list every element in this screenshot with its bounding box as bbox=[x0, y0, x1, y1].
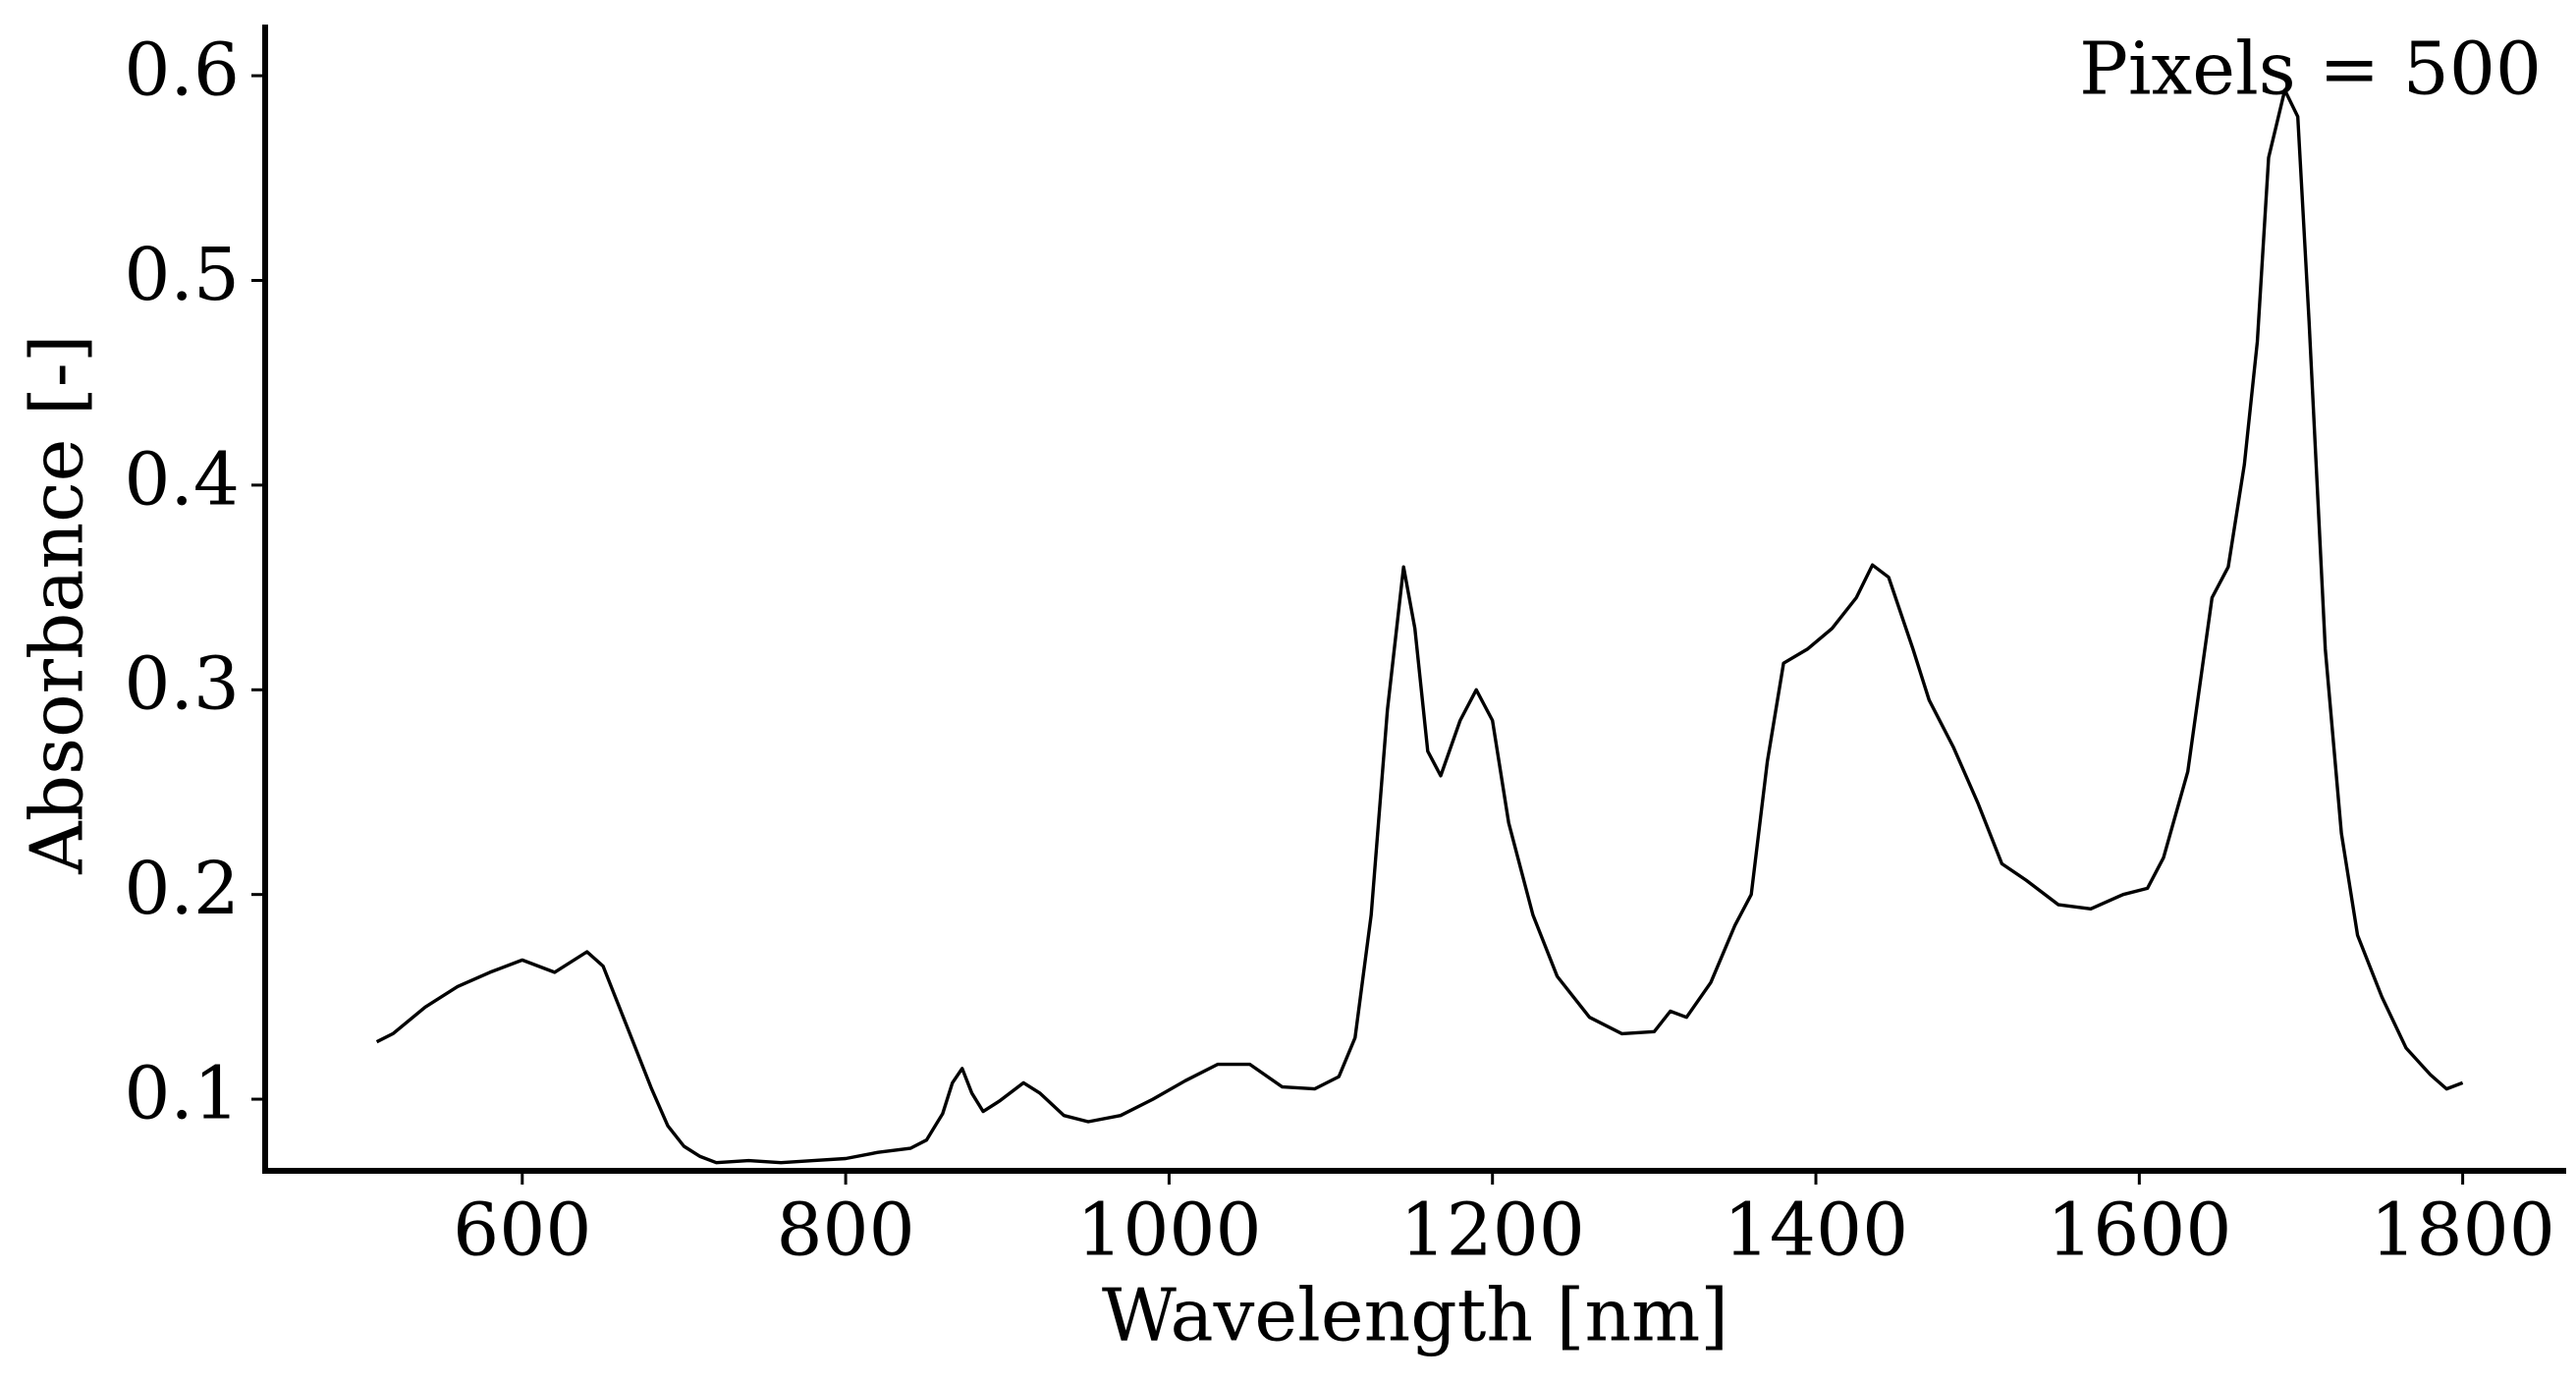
x-tick-label: 1200 bbox=[1400, 1188, 1585, 1272]
x-axis-label: Wavelength [nm] bbox=[1102, 1273, 1728, 1357]
y-tick-label: 0.4 bbox=[124, 437, 240, 522]
annotation: Pixels = 500 bbox=[2079, 27, 2542, 111]
y-tick-label: 0.3 bbox=[124, 642, 240, 727]
y-axis-label: Absorbance [-] bbox=[15, 334, 99, 874]
x-tick-label: 800 bbox=[776, 1188, 914, 1272]
y-tick-label: 0.5 bbox=[124, 233, 240, 317]
y-tick-label: 0.1 bbox=[124, 1052, 240, 1136]
x-tick-label: 1600 bbox=[2047, 1188, 2231, 1272]
y-tick-label: 0.2 bbox=[124, 847, 240, 931]
y-tick-label: 0.6 bbox=[124, 28, 240, 113]
x-tick-label: 1800 bbox=[2370, 1188, 2554, 1272]
x-tick-label: 1400 bbox=[1724, 1188, 1908, 1272]
x-tick-label: 600 bbox=[453, 1188, 591, 1272]
x-tick-label: 1000 bbox=[1076, 1188, 1261, 1272]
spectrum-line bbox=[375, 88, 2464, 1165]
